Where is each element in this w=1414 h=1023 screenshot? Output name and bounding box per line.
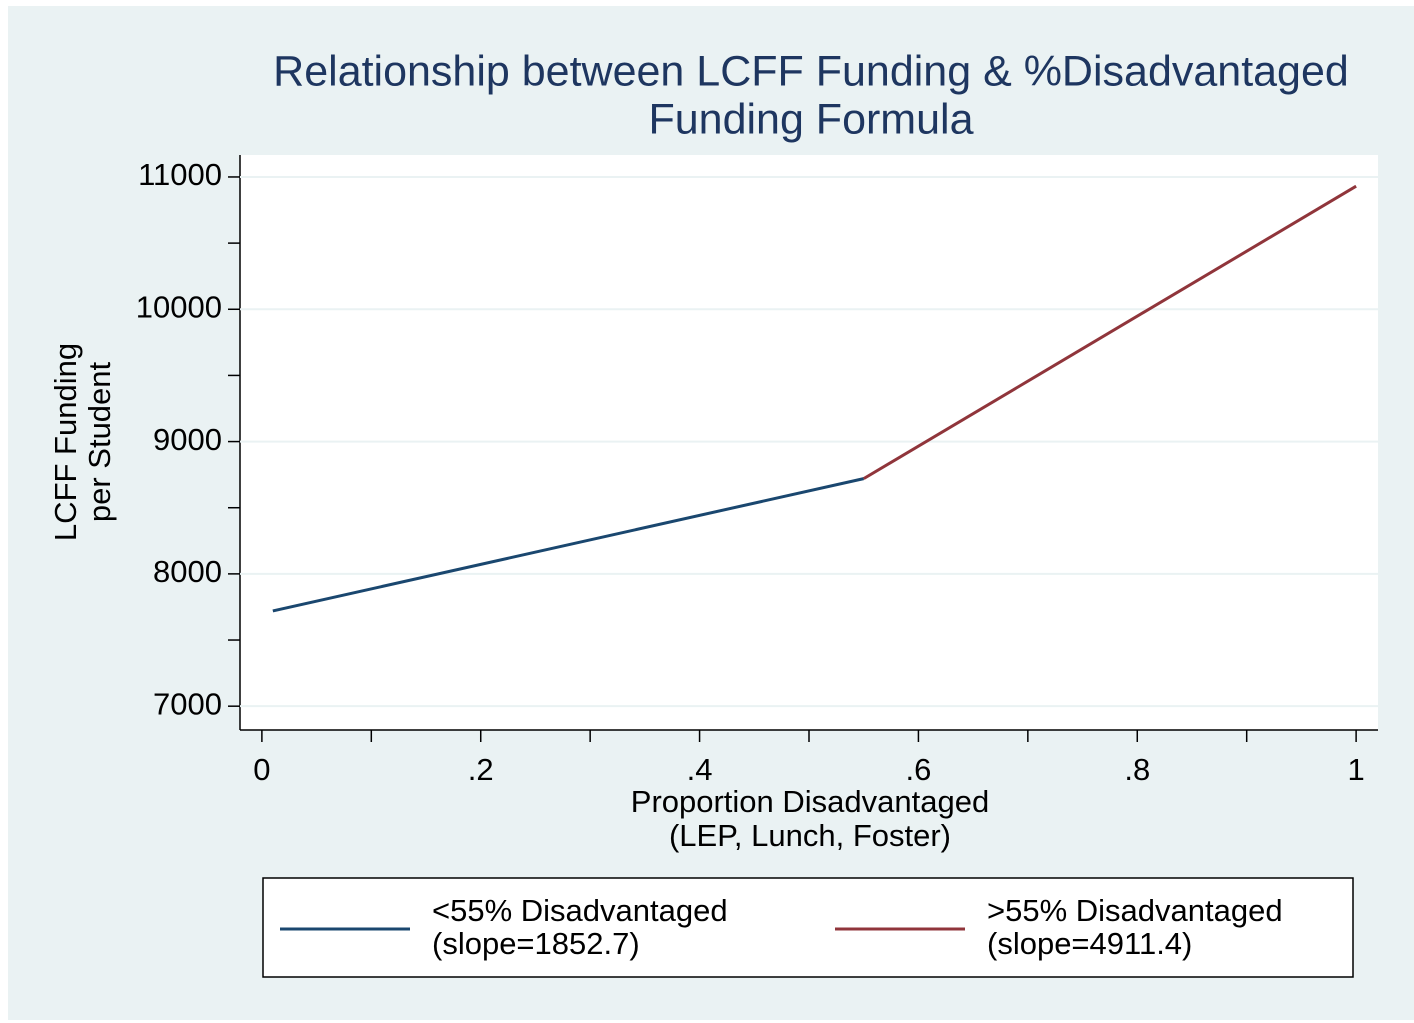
y-tick-label: 11000 <box>138 157 222 192</box>
x-tick-label: .4 <box>687 752 713 787</box>
legend-label: (slope=4911.4) <box>987 926 1192 961</box>
x-tick-label: .2 <box>468 752 494 787</box>
legend-label: (slope=1852.7) <box>432 926 640 961</box>
x-tick-label: .8 <box>1124 752 1150 787</box>
legend-label: >55% Disadvantaged <box>987 893 1283 928</box>
y-tick-label: 9000 <box>153 422 222 457</box>
series-line <box>862 184 1357 480</box>
x-tick-label: 1 <box>1347 752 1364 787</box>
y-tick-label: 7000 <box>153 686 222 721</box>
legend-label: <55% Disadvantaged <box>432 893 728 928</box>
y-tick-label: 10000 <box>136 289 222 324</box>
x-tick-label: 0 <box>253 752 270 787</box>
legend <box>262 877 1354 978</box>
y-axis-label: LCFF Funding <box>48 343 83 541</box>
y-axis-label: per Student <box>82 361 117 522</box>
series-line <box>272 477 865 613</box>
y-tick-label: 8000 <box>153 554 222 589</box>
x-axis-label: Proportion Disadvantaged <box>631 784 989 819</box>
x-tick-label: .6 <box>905 752 931 787</box>
chart-title: Funding Formula <box>648 95 973 143</box>
chart-title: Relationship between LCFF Funding & %Dis… <box>273 47 1349 95</box>
x-axis-label: (LEP, Lunch, Foster) <box>669 818 951 853</box>
